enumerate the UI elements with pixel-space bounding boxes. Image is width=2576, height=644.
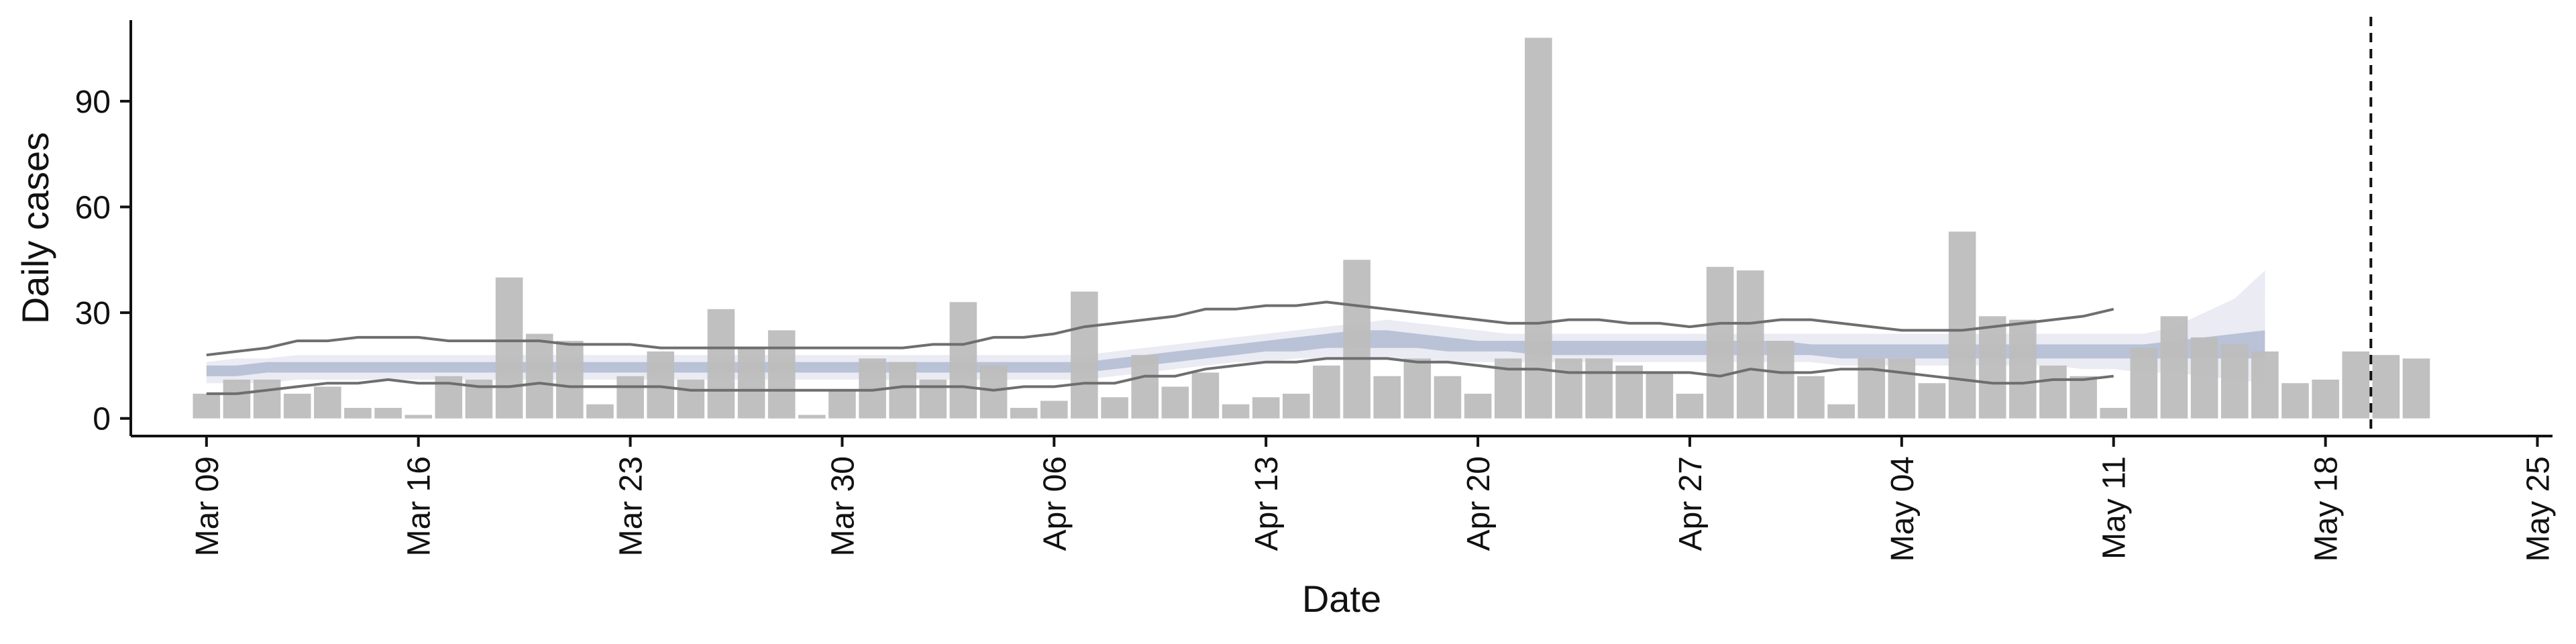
case-bar	[1252, 397, 1280, 419]
y-axis-title: Daily cases	[14, 132, 56, 324]
case-bar	[1071, 291, 1098, 419]
case-bar	[525, 333, 553, 419]
x-tick-label: Apr 27	[1673, 456, 1709, 551]
case-bar	[1646, 372, 1674, 419]
y-tick-label: 0	[93, 402, 111, 437]
y-tick-label: 90	[75, 85, 111, 120]
case-bar	[1343, 260, 1371, 419]
case-bar	[2372, 355, 2400, 419]
case-bar	[1010, 408, 1038, 419]
lower-interval-line	[206, 357, 2114, 395]
case-bar	[1313, 365, 1340, 419]
y-ticks: 0 30 60 90	[75, 85, 131, 437]
case-bar	[1040, 400, 1068, 419]
case-bar	[2282, 383, 2309, 419]
case-bar	[1676, 393, 1704, 419]
y-tick-label: 30	[75, 296, 111, 331]
interval-lines	[206, 301, 2114, 395]
case-bar	[1283, 393, 1310, 419]
case-bar	[1888, 358, 1916, 419]
case-bar	[1434, 376, 1462, 419]
case-bar	[253, 379, 281, 419]
axes	[129, 20, 2553, 437]
case-bar	[1615, 365, 1643, 419]
case-bar	[344, 408, 372, 419]
case-bar	[1373, 376, 1401, 419]
case-bar	[1918, 383, 1946, 419]
case-bar	[2342, 351, 2369, 419]
case-bar	[677, 379, 705, 419]
case-bar	[405, 415, 432, 419]
case-bar	[1706, 266, 1734, 419]
case-bar	[586, 404, 614, 419]
case-bar	[2402, 358, 2430, 419]
case-bar	[2160, 316, 2188, 419]
case-bar	[1736, 270, 1764, 419]
x-tick-label: Apr 06	[1037, 456, 1073, 551]
x-ticks: Mar 09 Mar 16 Mar 23 Mar 30 Apr 06 Apr 13 Apr …	[190, 436, 2556, 561]
case-bar	[828, 390, 856, 419]
x-axis-title: Date	[1302, 578, 1381, 620]
case-bar	[2312, 379, 2339, 419]
y-tick-label: 60	[75, 190, 111, 225]
case-bar	[647, 351, 674, 419]
case-bar	[949, 302, 977, 419]
case-bar	[1464, 393, 1492, 419]
case-bar	[979, 365, 1008, 419]
upper-interval-line	[206, 301, 2114, 357]
case-bar	[495, 277, 523, 419]
case-bar	[1403, 358, 1432, 419]
case-bar	[193, 393, 221, 419]
x-tick-label: May 18	[2309, 456, 2345, 561]
case-bar	[1948, 231, 1976, 419]
case-bar	[616, 376, 644, 419]
case-bar	[798, 415, 826, 419]
case-bar	[2070, 376, 2097, 419]
x-tick-label: May 11	[2097, 456, 2133, 559]
case-bar	[2100, 408, 2127, 419]
case-bar	[2039, 365, 2067, 419]
case-bar	[1978, 316, 2006, 419]
case-bar	[1767, 341, 1794, 419]
case-bar	[1555, 358, 1582, 419]
case-bar	[737, 347, 765, 419]
case-bars	[193, 38, 2430, 419]
case-bar	[1131, 355, 1159, 419]
case-bar	[283, 393, 311, 419]
case-bar	[1101, 397, 1128, 419]
x-tick-label: Apr 13	[1249, 456, 1285, 551]
x-tick-label: Mar 23	[614, 456, 649, 556]
case-bar	[1525, 38, 1552, 419]
case-bar	[1191, 372, 1220, 419]
case-bar	[767, 330, 796, 419]
case-bar	[889, 362, 916, 419]
case-bar	[707, 309, 735, 419]
case-bar	[223, 379, 251, 419]
case-bar	[1222, 404, 1250, 419]
x-tick-label: May 04	[1885, 456, 1921, 561]
x-tick-label: Mar 30	[825, 456, 861, 556]
case-bar	[1827, 404, 1855, 419]
case-bar	[2190, 337, 2218, 419]
case-bar	[1161, 386, 1189, 419]
x-tick-label: Apr 20	[1461, 456, 1497, 551]
case-bar	[1585, 358, 1613, 419]
x-tick-label: Mar 16	[402, 456, 437, 556]
case-bar	[556, 341, 584, 419]
case-bar	[2220, 344, 2249, 419]
case-bar	[1797, 376, 1825, 419]
x-tick-label: Mar 09	[190, 456, 225, 556]
case-bar	[1858, 358, 1885, 419]
case-bar	[374, 408, 402, 419]
x-tick-label: May 25	[2520, 456, 2556, 561]
case-bar	[314, 386, 341, 419]
case-bar	[2009, 319, 2037, 419]
case-bar	[2130, 347, 2158, 419]
case-bar	[2251, 351, 2279, 419]
